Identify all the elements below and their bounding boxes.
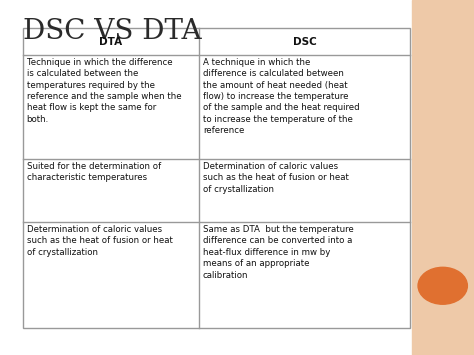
Text: Technique in which the difference
is calculated between the
temperatures require: Technique in which the difference is cal…	[27, 58, 181, 124]
Text: Determination of caloric values
such as the heat of fusion or heat
of crystalliz: Determination of caloric values such as …	[27, 225, 173, 257]
Bar	[412, 0, 474, 355]
Text: DSC: DSC	[293, 37, 317, 47]
Text: DSC VS DTA: DSC VS DTA	[23, 18, 201, 45]
Text: DTA: DTA	[100, 37, 122, 47]
Bar	[23, 28, 410, 328]
Text: A technique in which the
difference is calculated between
the amount of heat nee: A technique in which the difference is c…	[203, 58, 360, 135]
Text: Determination of caloric values
such as the heat of fusion or heat
of crystalliz: Determination of caloric values such as …	[203, 162, 349, 194]
Circle shape	[418, 267, 467, 304]
Text: Suited for the determination of
characteristic temperatures: Suited for the determination of characte…	[27, 162, 161, 182]
Text: Same as DTA  but the temperature
difference can be converted into a
heat-flux di: Same as DTA but the temperature differen…	[203, 225, 354, 280]
